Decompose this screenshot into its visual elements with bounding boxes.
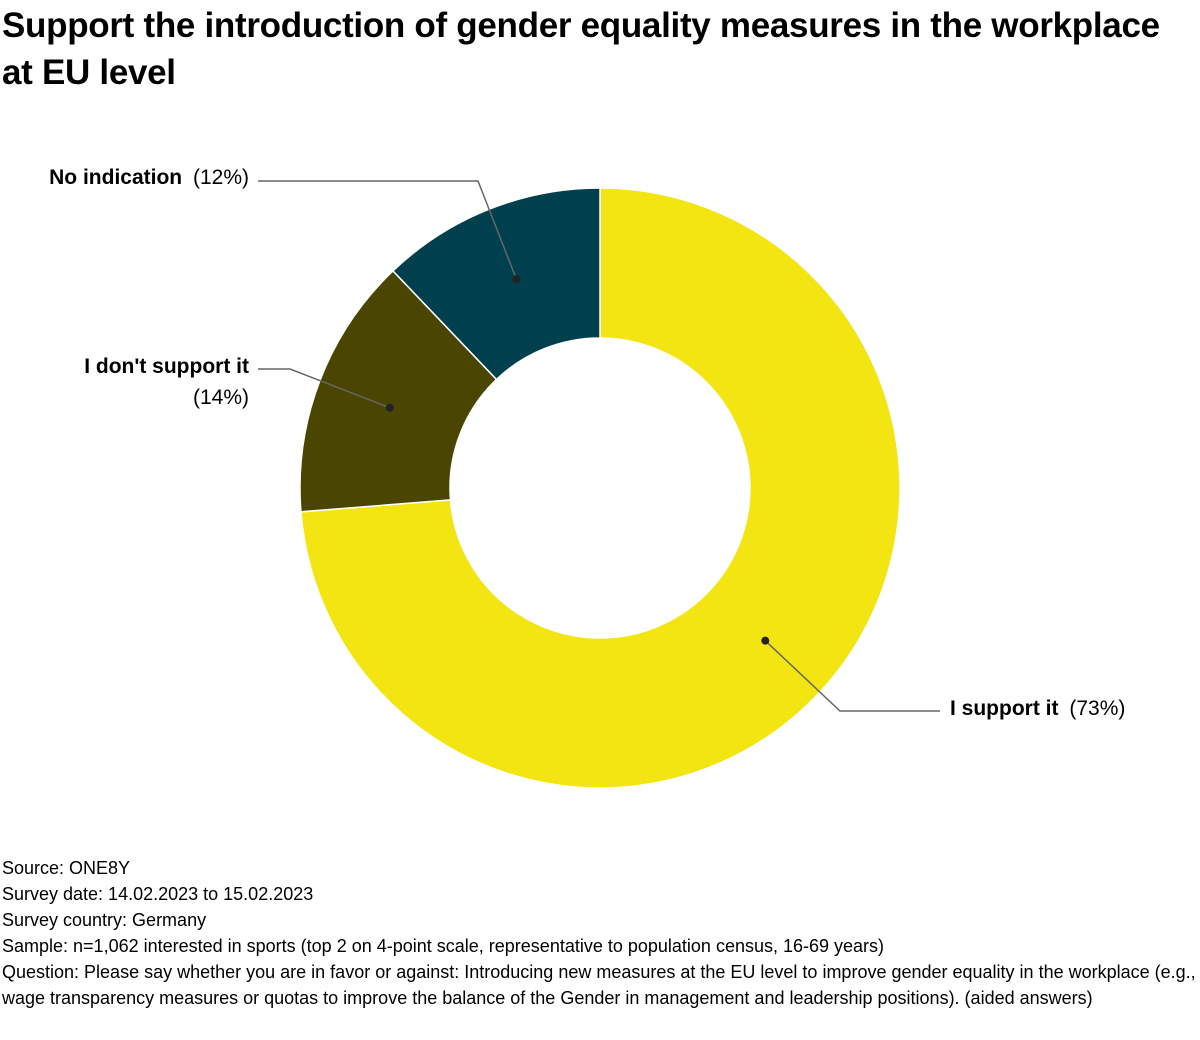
donut-slice-no-indication [391,187,601,381]
leader-line [258,368,391,409]
donut-slice-i-support-it [300,187,901,789]
question-note: Question: Please say whether you are in … [2,962,1196,1008]
donut-slices [299,187,901,789]
slice-name: I support it [950,697,1059,720]
slice-value: (12%) [193,166,249,189]
slice-value: (73%) [1069,697,1125,720]
slice-name: I don't support it [84,355,249,378]
sample-note: Sample: n=1,062 interested in sports (to… [2,936,885,956]
leader-lines [258,180,940,712]
slice-label-not-support: I don't support it [84,355,249,378]
chart-title: Support the introduction of gender equal… [2,6,1160,92]
leader-dot [761,636,770,645]
slice-label-no-indication: No indication (12%) [49,166,249,189]
donut-chart: No indication (12%) I don't support it (… [49,166,1125,789]
leader-line [764,640,940,712]
slice-label-support: I support it (73%) [950,697,1125,720]
source-note: Source: ONE8Y [2,858,131,878]
survey-country-note: Survey country: Germany [2,910,207,930]
leader-dot [385,403,394,412]
leader-line [258,180,518,280]
leader-dot [512,275,521,284]
slice-name: No indication [49,166,182,189]
slice-value-not-support: (14%) [193,386,249,409]
chart-footer: Source: ONE8Y Survey date: 14.02.2023 to… [2,855,1198,1011]
donut-slice-i-don-t-support-it [299,269,498,513]
survey-date-note: Survey date: 14.02.2023 to 15.02.2023 [2,884,314,904]
